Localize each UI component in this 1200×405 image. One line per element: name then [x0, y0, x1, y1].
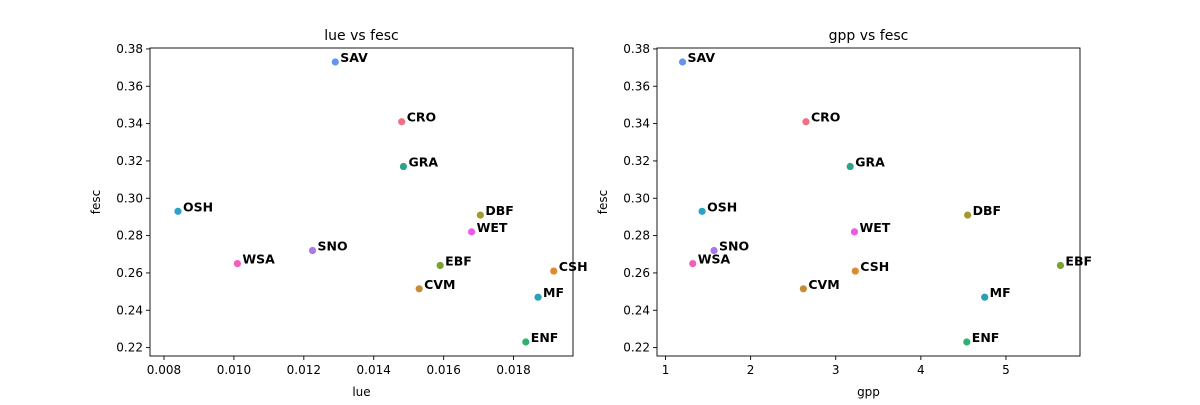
x-tick-label: 0.014 [357, 363, 391, 377]
point-label-sav: SAV [688, 50, 716, 65]
y-tick-label: 0.32 [116, 154, 143, 168]
point-label-gra: GRA [855, 155, 885, 170]
x-tick-label: 5 [1002, 363, 1010, 377]
data-point-wsa [233, 260, 241, 268]
data-point-enf [522, 338, 530, 346]
y-tick-label: 0.24 [623, 303, 650, 317]
point-label-cro: CRO [811, 110, 840, 125]
x-axis-label: lue [352, 385, 370, 399]
data-point-wet [468, 228, 476, 236]
point-label-cro: CRO [407, 110, 436, 125]
point-label-ebf: EBF [1065, 253, 1092, 268]
point-label-enf: ENF [972, 330, 1000, 345]
x-tick-label: 0.008 [147, 363, 181, 377]
y-tick-label: 0.38 [623, 42, 650, 56]
y-tick-label: 0.30 [623, 191, 650, 205]
data-point-mf [981, 293, 989, 301]
point-label-wet: WET [477, 220, 508, 235]
data-point-sav [331, 58, 339, 66]
x-tick-label: 0.012 [287, 363, 321, 377]
data-point-gra [846, 162, 854, 171]
y-tick-label: 0.34 [116, 117, 143, 131]
data-point-osh [174, 207, 182, 215]
point-label-cvm: CVM [808, 277, 839, 292]
data-point-mf [534, 293, 542, 301]
data-point-csh [851, 267, 859, 275]
chart-title: gpp vs fesc [829, 28, 909, 44]
data-point-ebf [1056, 261, 1065, 270]
chart-panel-1: lue vs fesc 0.008 0.010 0.012 0.014 0.016 0.01… [89, 28, 588, 399]
data-point-csh [550, 267, 558, 275]
point-label-osh: OSH [707, 199, 737, 214]
x-tick-label: 4 [917, 363, 925, 377]
y-axis-label: fesc [89, 190, 103, 214]
point-label-wet: WET [859, 220, 890, 235]
data-point-cvm [415, 285, 423, 293]
axes-frame [656, 47, 1081, 357]
x-axis-label: gpp [857, 385, 880, 399]
point-label-dbf: DBF [485, 203, 513, 218]
data-point-sav [678, 58, 687, 66]
x-tick-label: 3 [832, 363, 840, 377]
axes-frame [149, 47, 574, 357]
data-point-cvm [799, 285, 807, 293]
point-label-csh: CSH [860, 259, 889, 274]
point-label-sno: SNO [318, 239, 348, 254]
y-tick-label: 0.22 [623, 341, 650, 355]
point-label-sav: SAV [340, 50, 368, 65]
y-tick-label: 0.38 [116, 42, 143, 56]
point-label-dbf: DBF [973, 203, 1001, 218]
data-point-sno [710, 246, 718, 255]
y-tick-label: 0.26 [116, 266, 143, 280]
y-tick-label: 0.32 [623, 154, 650, 168]
x-tick-label: 0.018 [496, 363, 530, 377]
data-point-cro [398, 118, 406, 126]
y-tick-label: 0.36 [623, 79, 650, 93]
point-label-sno: SNO [719, 239, 749, 254]
data-point-ebf [436, 261, 444, 270]
y-tick-label: 0.24 [116, 303, 143, 317]
x-tick-label: 0.010 [217, 363, 251, 377]
y-axis-label: fesc [596, 190, 610, 214]
y-tick-label: 0.30 [116, 191, 143, 205]
point-label-ebf: EBF [445, 253, 472, 268]
point-label-wsa: WSA [698, 252, 731, 267]
point-label-gra: GRA [408, 155, 438, 170]
y-tick-label: 0.28 [116, 229, 143, 243]
y-tick-label: 0.34 [623, 117, 650, 131]
y-tick-label: 0.22 [116, 341, 143, 355]
chart-title: lue vs fesc [324, 28, 398, 44]
data-point-osh [698, 207, 706, 215]
point-label-enf: ENF [531, 330, 559, 345]
chart-panel-2: gpp vs fesc 1 2 3 4 5 0.22 0.24 0.26 0.28 0.30 0.32… [596, 28, 1092, 399]
data-point-sno [308, 246, 317, 255]
point-label-mf: MF [990, 285, 1011, 300]
x-tick-label: 2 [747, 363, 755, 377]
data-point-wsa [689, 260, 697, 268]
x-tick-label: 0.016 [426, 363, 460, 377]
y-tick-label: 0.26 [623, 266, 650, 280]
y-tick-label: 0.28 [623, 229, 650, 243]
point-label-wsa: WSA [242, 252, 275, 267]
point-label-mf: MF [543, 285, 564, 300]
data-point-gra [399, 162, 408, 171]
data-point-dbf [476, 211, 484, 219]
point-label-osh: OSH [183, 199, 213, 214]
y-tick-label: 0.36 [116, 79, 143, 93]
data-point-dbf [964, 211, 972, 219]
data-point-wet [850, 228, 859, 236]
data-point-enf [963, 338, 971, 346]
data-point-cro [802, 118, 810, 126]
point-label-csh: CSH [559, 259, 588, 274]
x-tick-label: 1 [662, 363, 670, 377]
point-label-cvm: CVM [424, 277, 455, 292]
